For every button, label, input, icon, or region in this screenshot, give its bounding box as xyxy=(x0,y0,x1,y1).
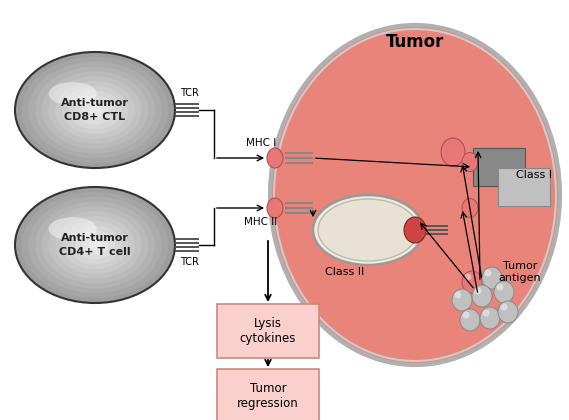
Ellipse shape xyxy=(462,199,478,218)
Text: Class I: Class I xyxy=(516,170,552,180)
Ellipse shape xyxy=(28,197,162,293)
Ellipse shape xyxy=(48,76,142,144)
Ellipse shape xyxy=(498,301,518,323)
Ellipse shape xyxy=(472,285,492,307)
Ellipse shape xyxy=(462,271,482,293)
Text: TCR: TCR xyxy=(180,257,199,267)
Ellipse shape xyxy=(15,52,175,168)
Ellipse shape xyxy=(462,152,478,171)
Ellipse shape xyxy=(267,148,283,168)
Ellipse shape xyxy=(88,105,102,115)
Text: Anti-tumor
CD8+ CTL: Anti-tumor CD8+ CTL xyxy=(61,98,129,122)
Ellipse shape xyxy=(42,71,149,149)
Ellipse shape xyxy=(480,307,500,329)
Ellipse shape xyxy=(497,284,504,291)
Ellipse shape xyxy=(82,100,108,120)
Ellipse shape xyxy=(313,195,423,265)
Text: MHC I: MHC I xyxy=(246,138,277,148)
Ellipse shape xyxy=(82,235,108,255)
Ellipse shape xyxy=(404,217,426,243)
Ellipse shape xyxy=(501,304,508,310)
Ellipse shape xyxy=(55,216,135,274)
Ellipse shape xyxy=(68,91,122,129)
Text: Tumor: Tumor xyxy=(386,33,444,51)
Ellipse shape xyxy=(494,281,514,303)
Ellipse shape xyxy=(15,187,175,303)
Ellipse shape xyxy=(48,211,142,279)
Ellipse shape xyxy=(75,231,115,260)
Text: Anti-tumor
CD4+ T cell: Anti-tumor CD4+ T cell xyxy=(59,234,131,257)
Ellipse shape xyxy=(48,217,97,240)
Bar xyxy=(473,148,525,186)
Ellipse shape xyxy=(61,221,129,269)
FancyBboxPatch shape xyxy=(217,369,319,420)
Text: MHC II: MHC II xyxy=(244,217,277,227)
Ellipse shape xyxy=(88,240,102,250)
FancyBboxPatch shape xyxy=(217,304,319,358)
Ellipse shape xyxy=(267,198,283,218)
Ellipse shape xyxy=(22,57,168,163)
Ellipse shape xyxy=(22,192,168,298)
Ellipse shape xyxy=(42,206,149,284)
Ellipse shape xyxy=(68,226,122,264)
Text: Lysis
cytokines: Lysis cytokines xyxy=(240,317,296,345)
Ellipse shape xyxy=(75,95,115,124)
Bar xyxy=(498,168,550,206)
Ellipse shape xyxy=(482,267,502,289)
Ellipse shape xyxy=(48,82,97,105)
Text: Tumor
antigen: Tumor antigen xyxy=(498,261,541,283)
Ellipse shape xyxy=(28,62,162,158)
Ellipse shape xyxy=(270,25,560,365)
Text: Tumor
regression: Tumor regression xyxy=(237,382,299,410)
Ellipse shape xyxy=(452,289,472,311)
Ellipse shape xyxy=(475,288,481,294)
Ellipse shape xyxy=(455,291,461,299)
Ellipse shape xyxy=(483,310,489,317)
Ellipse shape xyxy=(55,81,135,139)
Ellipse shape xyxy=(463,312,469,318)
Ellipse shape xyxy=(484,270,492,276)
Ellipse shape xyxy=(460,309,480,331)
Ellipse shape xyxy=(464,273,472,281)
Ellipse shape xyxy=(35,66,155,153)
Ellipse shape xyxy=(441,138,465,166)
Text: Class II: Class II xyxy=(325,267,365,277)
Ellipse shape xyxy=(61,86,129,134)
Text: TCR: TCR xyxy=(180,88,199,98)
Ellipse shape xyxy=(35,202,155,289)
Ellipse shape xyxy=(318,199,418,261)
